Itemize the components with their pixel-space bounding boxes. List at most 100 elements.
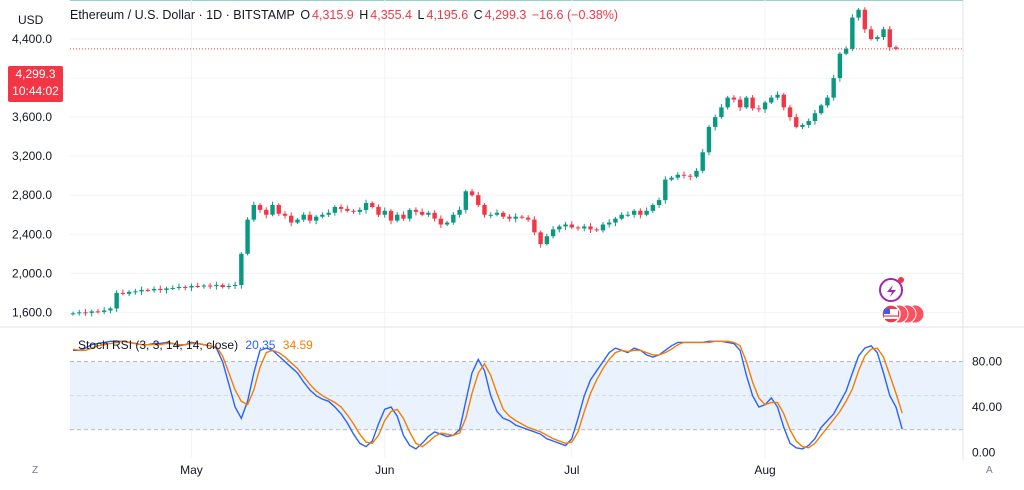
candle-body	[731, 97, 737, 100]
change-value: −16.6 (−0.38%)	[531, 8, 619, 22]
candle-body	[257, 204, 263, 210]
candle-body	[532, 219, 537, 233]
candle-body	[370, 203, 375, 207]
candle-body	[519, 216, 525, 218]
candle-body	[706, 126, 712, 153]
candle-body	[881, 29, 886, 38]
replay-icon[interactable]	[879, 277, 904, 302]
price-tick-label: 4,400.0	[12, 32, 52, 46]
candle-body	[868, 29, 874, 40]
candle-body	[282, 213, 288, 216]
candle-body	[712, 117, 718, 127]
candle-body	[887, 29, 892, 48]
time-tick-label: May	[180, 463, 203, 477]
candle-body	[569, 224, 574, 228]
candle-body	[875, 37, 880, 40]
candle-body	[245, 219, 250, 254]
candles	[70, 7, 899, 317]
high-label: H	[359, 8, 369, 22]
candle-body	[426, 212, 431, 215]
candle-body	[650, 204, 656, 211]
candle-body	[476, 195, 481, 205]
candle-body	[108, 308, 113, 311]
close-value: 4,299.3	[484, 8, 527, 22]
flag-events-icon[interactable]	[881, 304, 925, 324]
price-tick-label: 2,800.0	[12, 188, 52, 202]
currency-label[interactable]: USD	[18, 13, 44, 27]
candle-body	[239, 253, 244, 286]
candle-body	[600, 224, 606, 231]
price-tick-label: 1,600.0	[12, 305, 52, 319]
candle-body	[806, 121, 811, 125]
candle-body	[139, 289, 144, 292]
symbol-title[interactable]: Ethereum / U.S. Dollar · 1D · BITSTAMP	[70, 8, 295, 22]
candle-body	[83, 312, 88, 314]
candle-body	[207, 285, 213, 287]
candle-body	[214, 285, 219, 287]
price-tick-label: 2,000.0	[12, 266, 52, 280]
last-price-tag: 4,299.3 10:44:02	[8, 66, 63, 102]
candle-body	[688, 175, 693, 177]
candle-body	[675, 174, 680, 178]
candle-body	[856, 9, 861, 18]
stoch-rsi-lines	[72, 340, 903, 450]
candle-body	[725, 97, 730, 108]
candle-body	[301, 214, 306, 220]
candle-body	[544, 236, 550, 245]
candle-body	[220, 285, 225, 287]
candle-body	[338, 206, 344, 209]
candle-body	[332, 206, 338, 213]
candle-body	[775, 94, 780, 98]
candle-body	[831, 78, 836, 98]
candle-body	[232, 285, 238, 287]
candle-body	[176, 286, 182, 288]
candle-body	[575, 227, 581, 229]
candle-body	[413, 209, 419, 212]
candle-body	[794, 117, 799, 127]
candle-body	[70, 313, 76, 315]
candle-body	[681, 174, 687, 176]
candle-body	[251, 204, 257, 220]
candle-body	[837, 53, 843, 79]
candle-body	[438, 218, 444, 225]
candle-body	[507, 216, 512, 219]
candle-body	[351, 210, 356, 212]
open-value: 4,315.9	[312, 8, 354, 22]
candle-body	[101, 310, 107, 312]
zoom-z-button[interactable]: Z	[32, 465, 39, 476]
candle-body	[170, 287, 175, 289]
candle-body	[388, 210, 394, 221]
candle-body	[126, 291, 132, 294]
candle-body	[694, 170, 699, 177]
candle-body	[501, 212, 506, 217]
stoch-rsi-legend[interactable]: Stoch RSI (3, 3, 14, 14, close) 20.35 34…	[78, 338, 313, 352]
time-axis: May Jun Jul Aug	[180, 463, 776, 477]
time-tick-label: Aug	[754, 463, 775, 477]
candle-body	[201, 285, 207, 287]
candle-body	[550, 229, 556, 237]
candle-body	[538, 232, 543, 245]
high-value: 4,355.4	[370, 8, 412, 22]
close-label: C	[473, 8, 483, 22]
candle-body	[631, 210, 637, 215]
candle-body	[769, 97, 774, 103]
candle-body	[151, 288, 157, 291]
candle-body	[77, 312, 82, 314]
candle-body	[264, 209, 269, 215]
candle-body	[276, 204, 281, 214]
candle-body	[663, 179, 668, 201]
candle-body	[482, 204, 487, 215]
candle-body	[850, 17, 855, 49]
candle-body	[737, 99, 743, 108]
candle-body	[563, 224, 568, 227]
candle-body	[407, 209, 412, 219]
candle-body	[451, 214, 456, 223]
candle-body	[644, 210, 649, 215]
candle-body	[494, 212, 500, 215]
candle-body	[513, 216, 518, 219]
candle-body	[326, 212, 331, 215]
auto-scale-button[interactable]: A	[986, 465, 993, 476]
candle-body	[313, 216, 319, 221]
candle-body	[669, 177, 674, 180]
